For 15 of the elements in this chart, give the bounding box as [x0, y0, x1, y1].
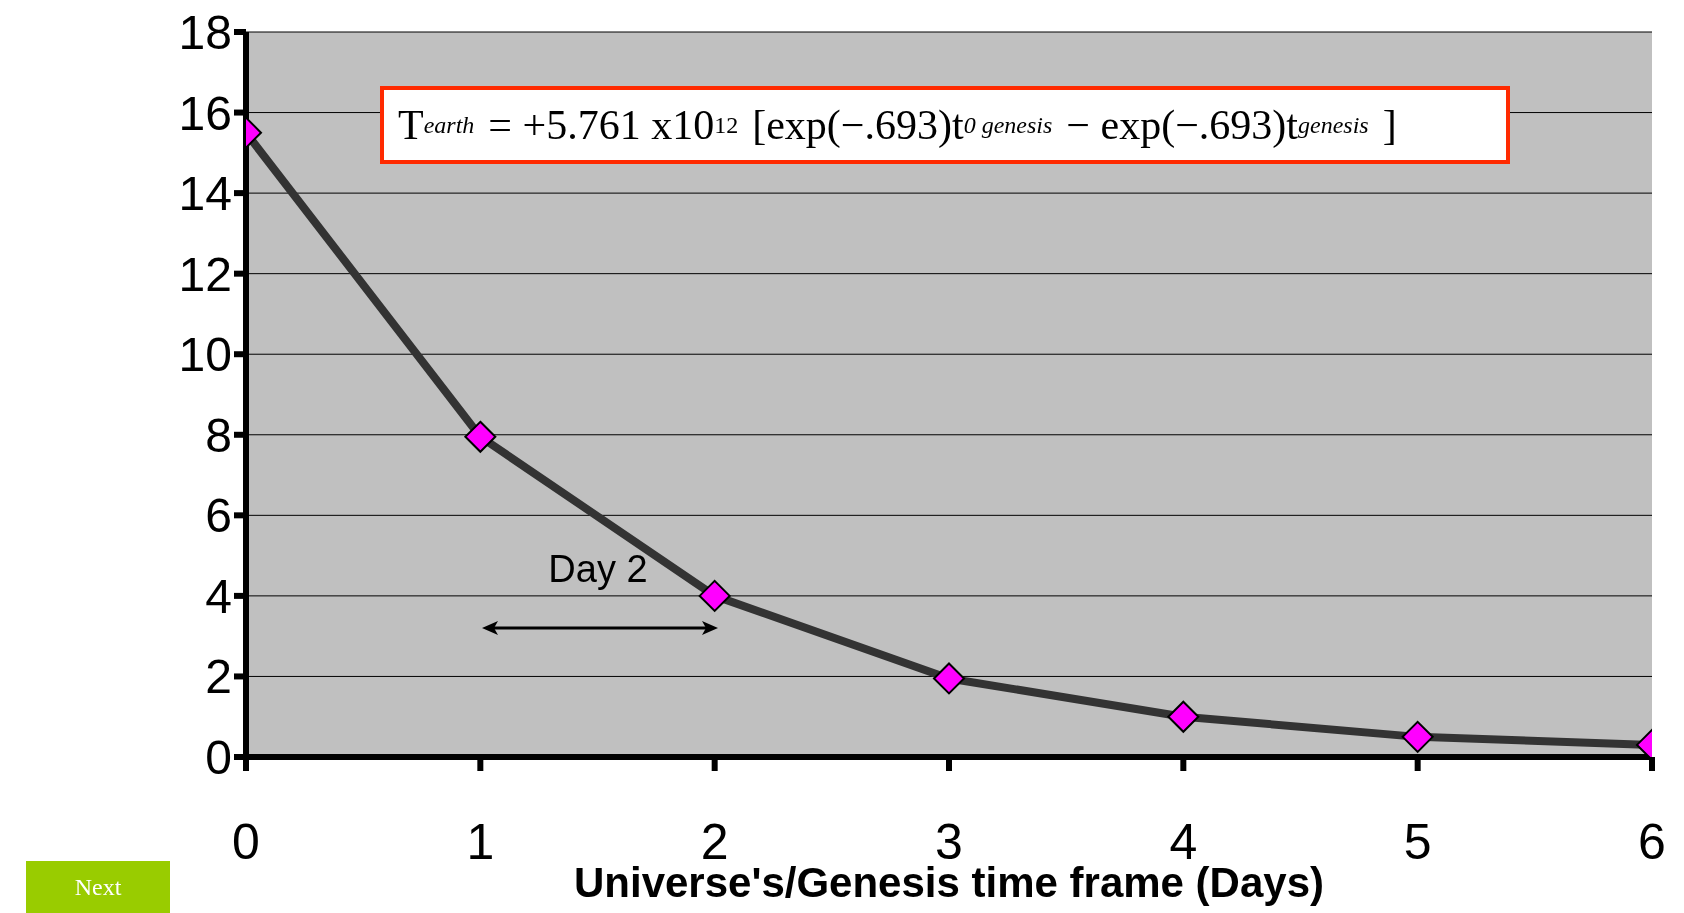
y-tick-label: 4	[205, 569, 232, 623]
y-tick-label: 16	[178, 86, 232, 140]
y-tick-label: 18	[178, 6, 232, 60]
y-tick-label: 14	[178, 167, 232, 221]
x-tick-label: 6	[1638, 813, 1666, 870]
x-tick-label: 1	[466, 813, 495, 870]
y-tick-label: 8	[205, 408, 232, 462]
y-tick-label: 6	[205, 489, 232, 543]
x-tick-label: 5	[1403, 813, 1432, 870]
annotation: Day 2	[547, 548, 649, 591]
y-tick-label: 12	[178, 247, 232, 301]
next-button: Next	[26, 861, 170, 913]
y-tick-label: 10	[178, 328, 232, 382]
y-tick-label: 2	[205, 650, 232, 704]
y-tick-label: 0	[205, 731, 232, 785]
